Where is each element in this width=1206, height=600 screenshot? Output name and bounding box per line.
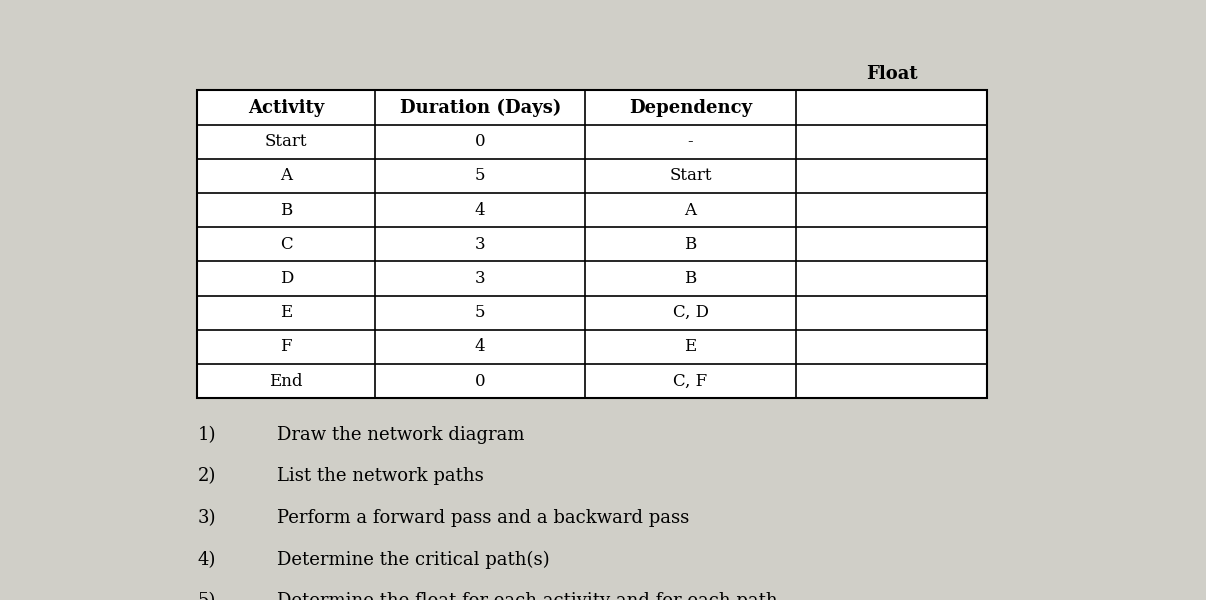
Text: Duration (Days): Duration (Days) — [399, 98, 561, 116]
Text: E: E — [684, 338, 697, 355]
Text: 4: 4 — [475, 202, 486, 218]
Text: 1): 1) — [198, 426, 216, 444]
Text: 0: 0 — [475, 133, 486, 150]
Text: C, F: C, F — [673, 373, 708, 389]
Text: E: E — [280, 304, 292, 321]
Text: List the network paths: List the network paths — [277, 467, 484, 485]
Text: Float: Float — [866, 65, 918, 83]
Text: Dependency: Dependency — [630, 98, 753, 116]
FancyBboxPatch shape — [198, 91, 988, 398]
Text: Activity: Activity — [248, 98, 324, 116]
Text: 5): 5) — [198, 592, 216, 600]
Text: B: B — [684, 270, 697, 287]
Text: 2): 2) — [198, 467, 216, 485]
Text: C, D: C, D — [673, 304, 708, 321]
Text: B: B — [280, 202, 292, 218]
Text: -: - — [687, 133, 693, 150]
Text: 4): 4) — [198, 551, 216, 569]
Text: 4: 4 — [475, 338, 486, 355]
Text: F: F — [281, 338, 292, 355]
Text: B: B — [684, 236, 697, 253]
Text: 3: 3 — [475, 270, 486, 287]
Text: 5: 5 — [475, 167, 486, 184]
Text: Start: Start — [669, 167, 712, 184]
Text: 3): 3) — [198, 509, 216, 527]
Text: Perform a forward pass and a backward pass: Perform a forward pass and a backward pa… — [277, 509, 689, 527]
Text: 0: 0 — [475, 373, 486, 389]
Text: 3: 3 — [475, 236, 486, 253]
Text: A: A — [685, 202, 697, 218]
Text: Start: Start — [265, 133, 308, 150]
Text: Determine the float for each activity and for each path: Determine the float for each activity an… — [277, 592, 778, 600]
Text: Determine the critical path(s): Determine the critical path(s) — [277, 551, 550, 569]
Text: 5: 5 — [475, 304, 486, 321]
Text: End: End — [269, 373, 303, 389]
Text: C: C — [280, 236, 293, 253]
Text: A: A — [280, 167, 292, 184]
Text: D: D — [280, 270, 293, 287]
Text: Draw the network diagram: Draw the network diagram — [277, 426, 525, 444]
